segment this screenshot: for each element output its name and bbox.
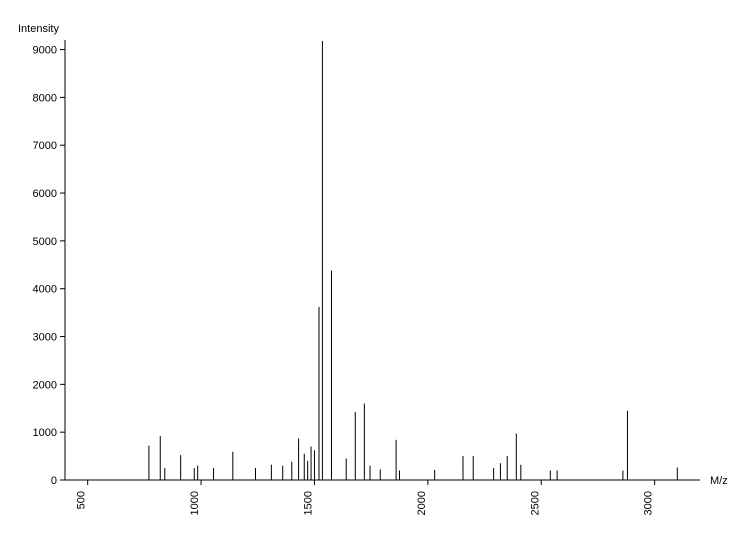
mass-spectrum-chart: 0 1000 2000 3000 4000 5000 6000 7000 8000 9000 500…: [0, 0, 750, 540]
x-tick-label: 3000: [643, 491, 655, 515]
x-tick-label: 2500: [529, 491, 541, 515]
y-axis-label: Intensity: [18, 23, 59, 35]
y-tick-label: 5000: [33, 236, 57, 248]
y-tick-label: 3000: [33, 332, 57, 344]
y-tick-label: 7000: [33, 140, 57, 152]
x-tick-label: 2000: [416, 491, 428, 515]
x-tick-label: 1000: [189, 491, 201, 515]
x-tick-label: 1500: [302, 491, 314, 515]
y-tick-label: 0: [51, 475, 57, 487]
y-tick-label: 6000: [33, 188, 57, 200]
x-tick-label: 500: [76, 491, 88, 509]
y-tick-label: 1000: [33, 427, 57, 439]
chart-bg: [0, 0, 750, 540]
y-tick-label: 4000: [33, 284, 57, 296]
spectrum-svg: 0 1000 2000 3000 4000 5000 6000 7000 8000 9000 500…: [0, 0, 750, 540]
y-tick-label: 2000: [33, 379, 57, 391]
y-tick-label: 9000: [33, 45, 57, 57]
x-axis-label: M/z: [710, 475, 728, 487]
y-tick-label: 8000: [33, 92, 57, 104]
